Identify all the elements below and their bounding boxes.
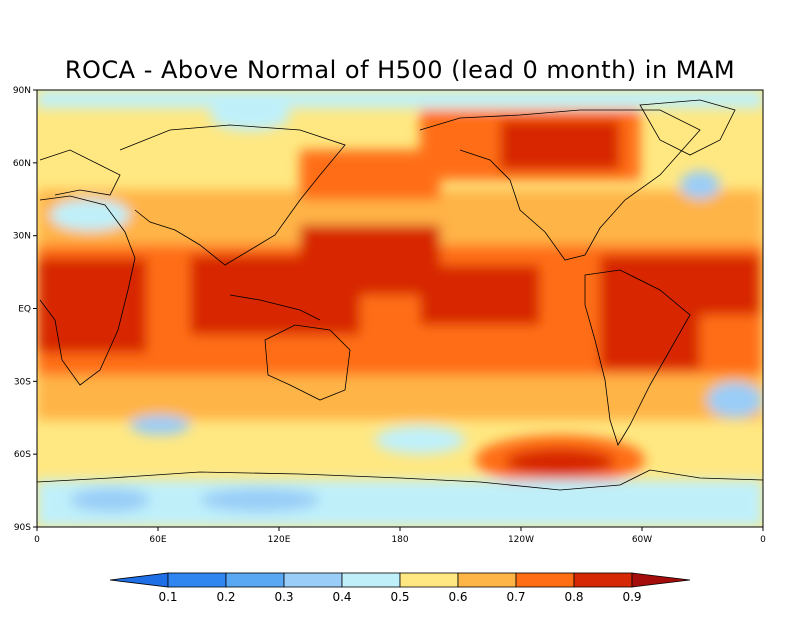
colorbar-label: 0.8	[564, 590, 583, 604]
lon-tick-label: 120W	[508, 535, 534, 545]
colorbar-label: 0.1	[158, 590, 177, 604]
colorbar-swatch	[225, 572, 285, 588]
lon-tick-label: 0	[34, 535, 40, 545]
lat-tick-label: 30N	[13, 232, 31, 242]
lon-tick-label: 180	[391, 535, 408, 545]
lat-tick-label: 90N	[13, 86, 31, 96]
colorbar-label: 0.3	[274, 590, 293, 604]
lat-tick-label: EQ	[18, 305, 31, 315]
colorbar-swatch	[283, 572, 343, 588]
colorbar-label: 0.2	[216, 590, 235, 604]
colorbar-swatch	[573, 572, 633, 588]
colorbar-label: 0.9	[622, 590, 641, 604]
lat-tick-label: 60N	[13, 159, 31, 169]
lon-tick-label: 120E	[268, 535, 291, 545]
colorbar-min-arrow	[109, 572, 169, 588]
lat-tick-label: 90S	[14, 523, 31, 533]
colorbar-label: 0.5	[390, 590, 409, 604]
roca-field	[37, 90, 763, 527]
colorbar: 0.1 0.2 0.3 0.4 0.5 0.6 0.7 0.8 0.9	[109, 572, 691, 604]
longitude-axis: 0 60E 120E 180 120W 60W 0	[34, 527, 766, 545]
colorbar-max-arrow	[631, 572, 691, 588]
colorbar-swatch	[399, 572, 459, 588]
lat-tick-label: 30S	[14, 377, 31, 387]
lat-tick-label: 60S	[14, 450, 31, 460]
colorbar-swatch	[341, 572, 401, 588]
map-title: ROCA - Above Normal of H500 (lead 0 mont…	[64, 56, 736, 84]
lon-tick-label: 0	[760, 535, 766, 545]
latitude-axis: 90N 60N 30N EQ 30S 60S 90S	[13, 86, 37, 533]
coastlines	[37, 99, 763, 491]
lon-tick-label: 60E	[149, 535, 166, 545]
lon-tick-label: 60W	[632, 535, 652, 545]
colorbar-label: 0.7	[506, 590, 525, 604]
colorbar-swatch	[515, 572, 575, 588]
colorbar-label: 0.4	[332, 590, 351, 604]
colorbar-label: 0.6	[448, 590, 467, 604]
colorbar-swatch	[167, 572, 227, 588]
colorbar-swatch	[457, 572, 517, 588]
